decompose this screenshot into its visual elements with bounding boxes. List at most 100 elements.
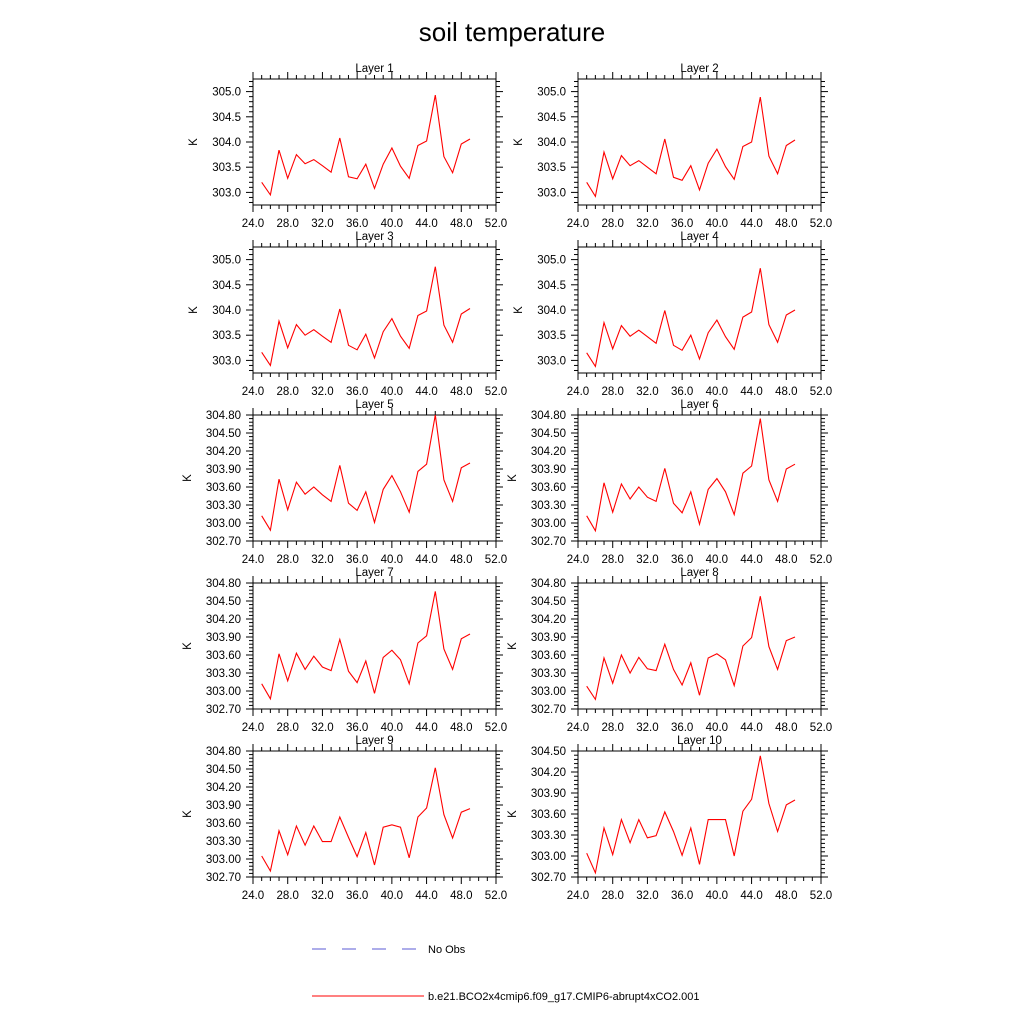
chart-panel-10: Layer 10 24.0 28.0 32.0 36.0 40.0 44.0 48.0 52.0… [507, 735, 832, 902]
y-tick-label: 303.00 [531, 851, 566, 863]
x-tick-label: 28.0 [602, 386, 624, 398]
chart-panel-1: Layer 1 24.0 28.0 32.0 36.0 40.0 44.0 48.0 52.0 3… [188, 63, 507, 230]
y-axis-label: K [188, 306, 200, 314]
x-tick-label: 40.0 [706, 890, 728, 902]
x-tick-label: 40.0 [381, 218, 403, 230]
plot-frame [577, 246, 822, 374]
y-tick-label: 304.20 [206, 782, 241, 794]
chart-legend: No Obs b.e21.BCO2x4cmip6.f09_g17.CMIP6-ab… [312, 944, 700, 1003]
x-tick-label: 40.0 [381, 386, 403, 398]
x-tick-label: 36.0 [346, 554, 368, 566]
y-tick-label: 304.20 [206, 446, 241, 458]
legend-label: b.e21.BCO2x4cmip6.f09_g17.CMIP6-abrupt4x… [428, 991, 700, 1003]
x-tick-label: 28.0 [277, 386, 299, 398]
series-line [261, 266, 471, 367]
x-tick-label: 40.0 [381, 890, 403, 902]
x-tick-label: 24.0 [567, 218, 589, 230]
y-tick-label: 303.5 [537, 330, 566, 342]
y-tick-label: 304.80 [206, 578, 241, 590]
chart-panel-5: Layer 5 24.0 28.0 32.0 36.0 40.0 44.0 48.0 52.0 3… [182, 399, 507, 566]
x-tick-label: 24.0 [242, 554, 264, 566]
chart-main-title: soil temperature [419, 17, 605, 47]
y-axis-label: K [188, 138, 200, 146]
y-tick-label: 303.00 [531, 686, 566, 698]
x-tick-label: 48.0 [450, 554, 472, 566]
y-tick-label: 304.50 [531, 428, 566, 440]
x-tick-label: 48.0 [775, 722, 797, 734]
y-tick-label: 304.20 [531, 446, 566, 458]
x-tick-label: 36.0 [346, 218, 368, 230]
x-tick-label: 44.0 [740, 722, 762, 734]
y-tick-label: 303.60 [206, 482, 241, 494]
plot-frame [252, 246, 497, 374]
y-tick-label: 304.5 [212, 112, 241, 124]
y-tick-label: 303.60 [206, 818, 241, 830]
panel-title: Layer 3 [355, 231, 393, 243]
y-tick-label: 303.90 [531, 632, 566, 644]
y-tick-label: 302.70 [531, 536, 566, 548]
y-tick-label: 303.60 [531, 482, 566, 494]
x-tick-label: 28.0 [602, 890, 624, 902]
y-axis-label: K [507, 474, 519, 482]
x-tick-label: 44.0 [740, 890, 762, 902]
x-tick-label: 52.0 [485, 722, 507, 734]
y-tick-label: 303.00 [206, 518, 241, 530]
y-tick-label: 303.60 [531, 650, 566, 662]
x-tick-label: 40.0 [381, 722, 403, 734]
x-tick-label: 44.0 [415, 386, 437, 398]
y-tick-label: 303.0 [212, 355, 241, 367]
y-tick-label: 302.70 [206, 704, 241, 716]
x-tick-label: 44.0 [740, 218, 762, 230]
x-tick-label: 52.0 [810, 218, 832, 230]
y-tick-label: 304.50 [206, 764, 241, 776]
legend-item-1: No Obs [312, 944, 466, 956]
x-tick-label: 24.0 [567, 386, 589, 398]
x-tick-label: 24.0 [242, 386, 264, 398]
chart-panel-3: Layer 3 24.0 28.0 32.0 36.0 40.0 44.0 48.0 52.0 3… [188, 231, 507, 398]
y-tick-label: 304.80 [531, 410, 566, 422]
plot-frame [577, 78, 822, 206]
y-tick-label: 303.60 [206, 650, 241, 662]
x-tick-label: 44.0 [415, 722, 437, 734]
series-line [586, 596, 796, 701]
y-tick-label: 303.90 [206, 632, 241, 644]
x-tick-label: 28.0 [602, 722, 624, 734]
x-tick-label: 40.0 [706, 386, 728, 398]
y-axis-label: K [182, 474, 194, 482]
y-tick-label: 304.20 [531, 614, 566, 626]
x-tick-label: 32.0 [311, 554, 333, 566]
x-tick-label: 52.0 [485, 890, 507, 902]
x-tick-label: 36.0 [346, 890, 368, 902]
y-tick-label: 304.50 [206, 596, 241, 608]
x-tick-label: 48.0 [775, 386, 797, 398]
x-tick-label: 24.0 [242, 890, 264, 902]
x-tick-label: 44.0 [415, 890, 437, 902]
y-tick-label: 304.0 [537, 305, 566, 317]
plot-frame [252, 750, 497, 878]
y-tick-label: 304.50 [531, 746, 566, 758]
x-tick-label: 52.0 [810, 386, 832, 398]
x-tick-label: 36.0 [671, 386, 693, 398]
y-tick-label: 303.0 [212, 187, 241, 199]
y-tick-label: 303.30 [531, 830, 566, 842]
series-line [586, 96, 796, 198]
legend-label: No Obs [428, 944, 466, 956]
x-tick-label: 24.0 [242, 722, 264, 734]
y-tick-label: 303.30 [206, 668, 241, 680]
y-tick-label: 303.90 [206, 464, 241, 476]
series-line [261, 94, 471, 197]
x-tick-label: 36.0 [346, 722, 368, 734]
y-tick-label: 303.00 [206, 686, 241, 698]
x-tick-label: 24.0 [567, 890, 589, 902]
x-tick-label: 40.0 [706, 218, 728, 230]
panel-title: Layer 10 [677, 735, 722, 747]
x-tick-label: 48.0 [450, 722, 472, 734]
plot-frame [252, 78, 497, 206]
x-tick-label: 28.0 [277, 218, 299, 230]
x-tick-label: 24.0 [242, 218, 264, 230]
x-tick-label: 48.0 [450, 386, 472, 398]
y-tick-label: 304.0 [212, 305, 241, 317]
series-line [261, 414, 471, 532]
x-tick-label: 52.0 [485, 386, 507, 398]
panel-title: Layer 2 [680, 63, 718, 75]
